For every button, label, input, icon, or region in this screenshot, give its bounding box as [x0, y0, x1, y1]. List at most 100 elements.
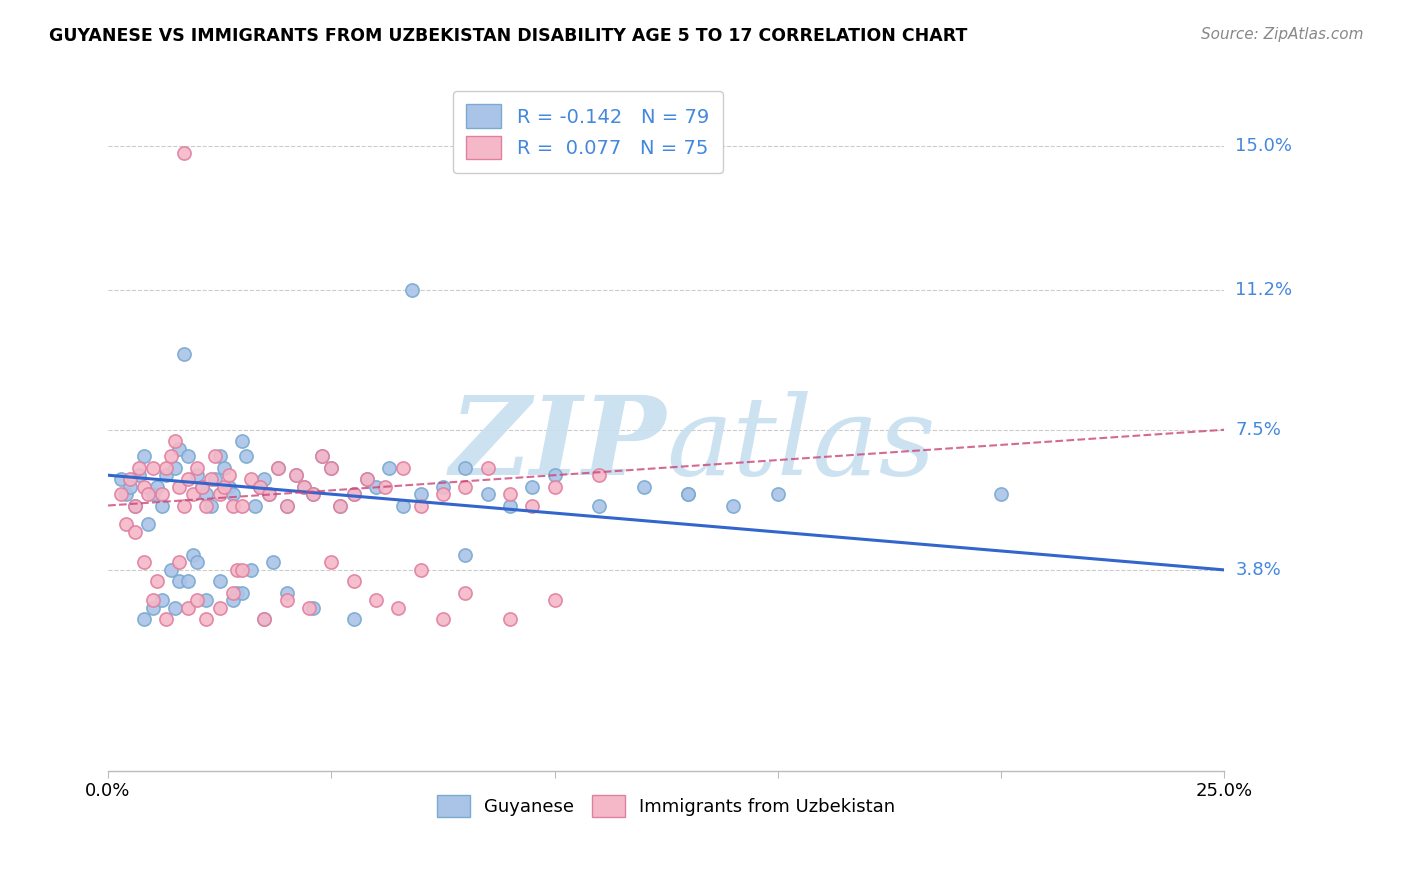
Point — [181, 487, 204, 501]
Point — [302, 487, 325, 501]
Point — [588, 468, 610, 483]
Point — [222, 487, 245, 501]
Text: 3.8%: 3.8% — [1236, 561, 1281, 579]
Legend: Guyanese, Immigrants from Uzbekistan: Guyanese, Immigrants from Uzbekistan — [430, 788, 903, 824]
Point — [222, 593, 245, 607]
Point — [146, 479, 169, 493]
Point — [284, 468, 307, 483]
Point — [321, 460, 343, 475]
Text: 11.2%: 11.2% — [1236, 281, 1292, 299]
Point — [499, 487, 522, 501]
Point — [124, 499, 146, 513]
Point — [150, 593, 173, 607]
Text: 15.0%: 15.0% — [1236, 136, 1292, 154]
Point — [186, 468, 208, 483]
Point — [409, 499, 432, 513]
Point — [409, 487, 432, 501]
Point — [249, 479, 271, 493]
Point — [378, 460, 401, 475]
Point — [169, 479, 191, 493]
Point — [159, 450, 181, 464]
Point — [120, 472, 142, 486]
Point — [110, 472, 132, 486]
Point — [454, 479, 477, 493]
Point — [163, 434, 186, 449]
Point — [342, 574, 364, 589]
Point — [454, 585, 477, 599]
Point — [391, 499, 413, 513]
Point — [633, 479, 655, 493]
Point — [212, 460, 235, 475]
Point — [262, 555, 284, 569]
Point — [142, 600, 165, 615]
Point — [186, 460, 208, 475]
Point — [257, 487, 280, 501]
Point — [124, 524, 146, 539]
Point — [311, 450, 333, 464]
Point — [177, 600, 200, 615]
Point — [454, 548, 477, 562]
Point — [159, 563, 181, 577]
Point — [266, 460, 288, 475]
Point — [342, 612, 364, 626]
Point — [294, 479, 316, 493]
Point — [218, 468, 240, 483]
Point — [329, 499, 352, 513]
Point — [120, 479, 142, 493]
Point — [195, 487, 218, 501]
Point — [155, 460, 177, 475]
Point — [321, 555, 343, 569]
Point — [155, 468, 177, 483]
Point — [173, 146, 195, 161]
Point — [169, 574, 191, 589]
Point — [356, 472, 378, 486]
Point — [128, 460, 150, 475]
Point — [477, 487, 499, 501]
Point — [226, 563, 249, 577]
Point — [284, 468, 307, 483]
Point — [191, 479, 214, 493]
Point — [115, 487, 138, 501]
Point — [522, 479, 544, 493]
Point — [329, 499, 352, 513]
Point — [543, 593, 565, 607]
Point — [249, 479, 271, 493]
Point — [266, 460, 288, 475]
Point — [150, 487, 173, 501]
Point — [454, 460, 477, 475]
Point — [294, 479, 316, 493]
Point — [432, 487, 454, 501]
Point — [239, 472, 262, 486]
Point — [146, 574, 169, 589]
Point — [298, 600, 321, 615]
Point — [678, 487, 700, 501]
Point — [235, 450, 257, 464]
Text: 7.5%: 7.5% — [1236, 421, 1281, 439]
Point — [128, 468, 150, 483]
Point — [432, 612, 454, 626]
Point — [169, 555, 191, 569]
Point — [364, 593, 387, 607]
Point — [177, 574, 200, 589]
Point — [142, 593, 165, 607]
Point — [342, 487, 364, 501]
Point — [588, 499, 610, 513]
Point — [150, 499, 173, 513]
Point — [321, 460, 343, 475]
Point — [721, 499, 744, 513]
Point — [115, 517, 138, 532]
Point — [990, 487, 1012, 501]
Point — [253, 612, 276, 626]
Point — [432, 479, 454, 493]
Point — [257, 487, 280, 501]
Point — [226, 585, 249, 599]
Text: Source: ZipAtlas.com: Source: ZipAtlas.com — [1201, 27, 1364, 42]
Point — [218, 479, 240, 493]
Point — [142, 487, 165, 501]
Point — [208, 450, 231, 464]
Point — [253, 472, 276, 486]
Point — [222, 585, 245, 599]
Text: atlas: atlas — [666, 391, 936, 499]
Point — [204, 450, 226, 464]
Point — [177, 472, 200, 486]
